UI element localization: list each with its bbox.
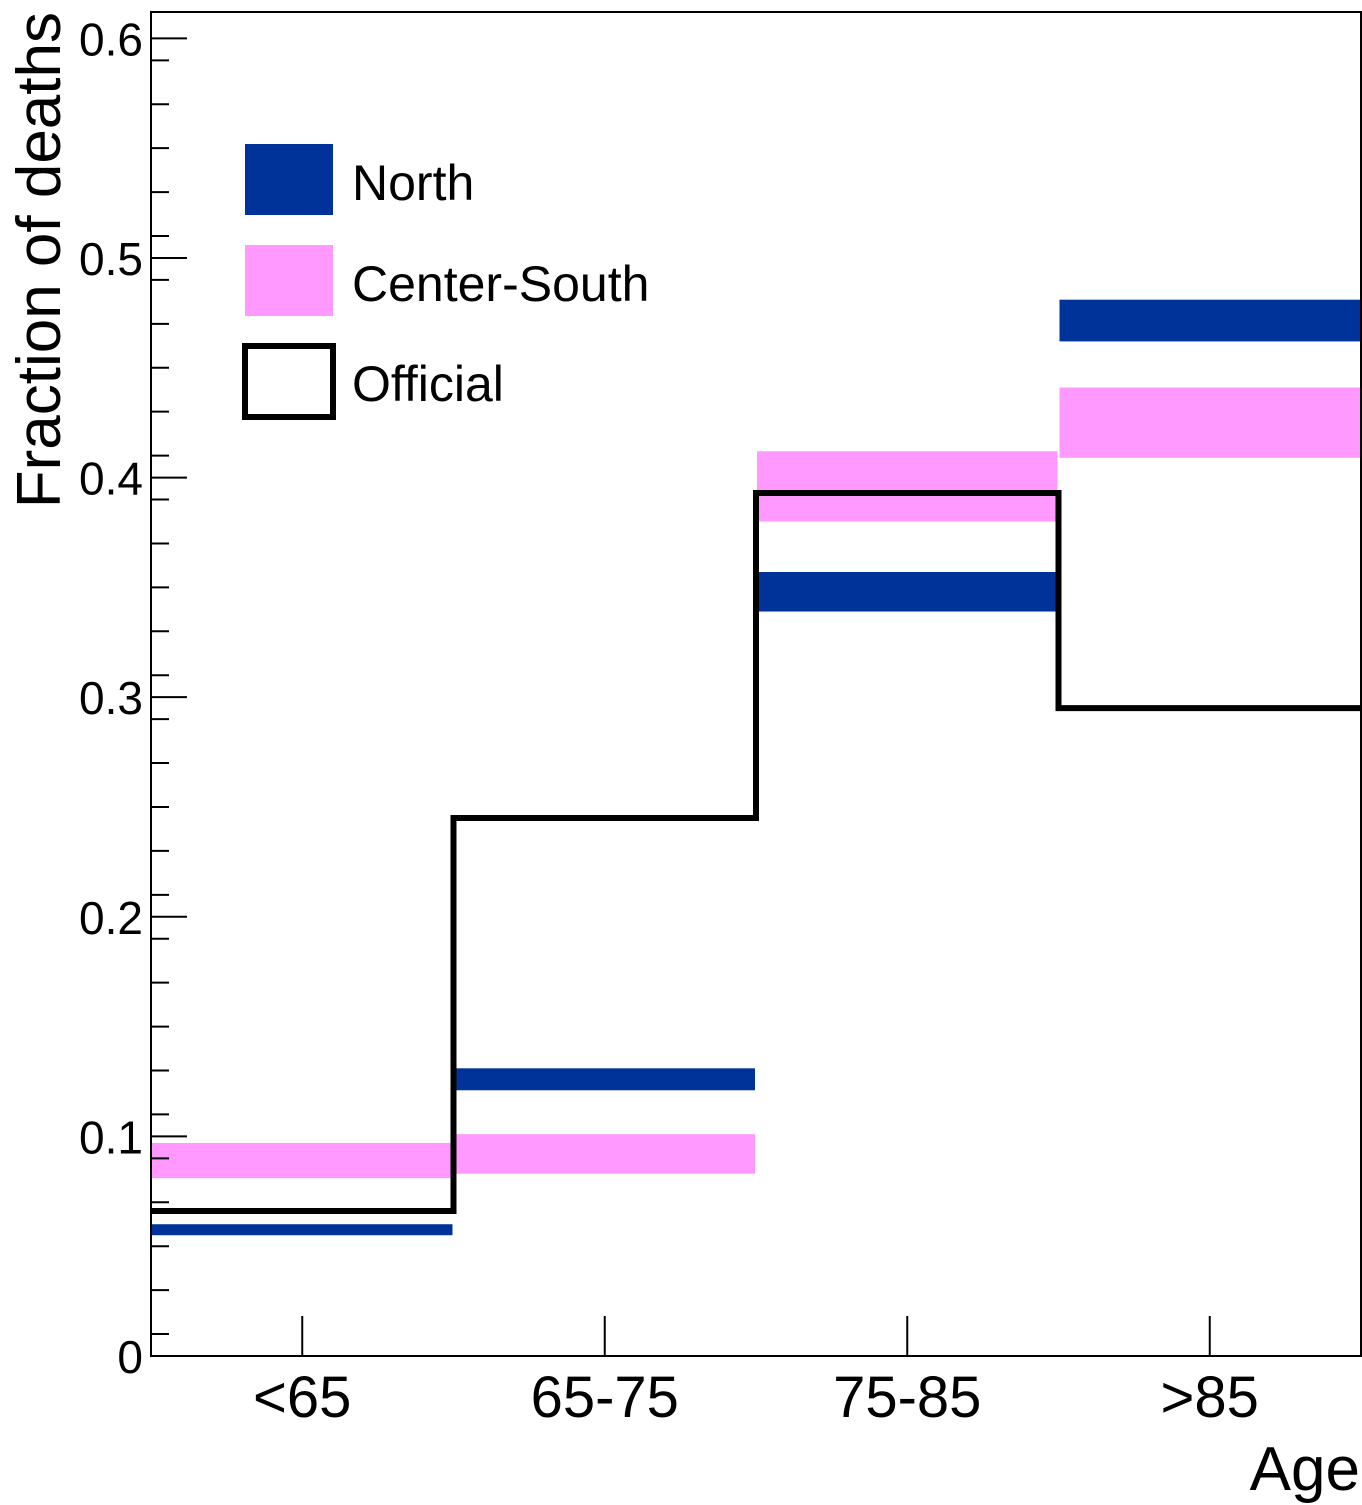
band-center-south-2 (454, 1134, 755, 1174)
y-tick-label: 0.5 (79, 233, 143, 285)
band-center-south-1 (152, 1142, 453, 1179)
y-tick-label: 0.2 (79, 892, 143, 944)
band-north-1 (152, 1224, 453, 1236)
x-axis-label: Age (1250, 1435, 1360, 1504)
legend-label-official: Official (352, 356, 504, 412)
y-axis: 0 0.1 0.2 0.3 0.4 0.5 0.6 (79, 13, 187, 1383)
band-north-2 (454, 1068, 755, 1091)
plot-frame (150, 11, 1362, 1357)
legend-label-center-south: Center-South (352, 256, 649, 312)
step-line-official (151, 489, 1361, 1215)
band-center-south-3 (757, 451, 1058, 522)
x-tick-label: >85 (1161, 1365, 1259, 1430)
y-tick-label: 0.4 (79, 453, 143, 505)
y-tick-label: 0.1 (79, 1111, 143, 1163)
x-tick-label: <65 (253, 1365, 351, 1430)
legend-label-north: North (352, 155, 474, 211)
band-north-3 (757, 572, 1058, 612)
band-center-south-4 (1059, 387, 1360, 458)
step-layer (151, 489, 1361, 1215)
x-axis: <65 65-75 75-85 >85 (253, 1316, 1259, 1430)
y-tick-label: 0 (117, 1331, 143, 1383)
y-axis-label: Fraction of deaths (5, 12, 74, 508)
legend-swatch-north (245, 144, 333, 215)
y-tick-label: 0.6 (79, 13, 143, 65)
legend-swatch-official (242, 343, 336, 420)
x-tick-label: 65-75 (531, 1365, 679, 1430)
band-layer (152, 299, 1360, 1236)
legend-swatch-center-south (245, 245, 333, 316)
x-tick-label: 75-85 (833, 1365, 981, 1430)
y-tick-label: 0.3 (79, 672, 143, 724)
legend: North Center-South Official (242, 144, 649, 420)
band-north-4 (1059, 299, 1360, 342)
